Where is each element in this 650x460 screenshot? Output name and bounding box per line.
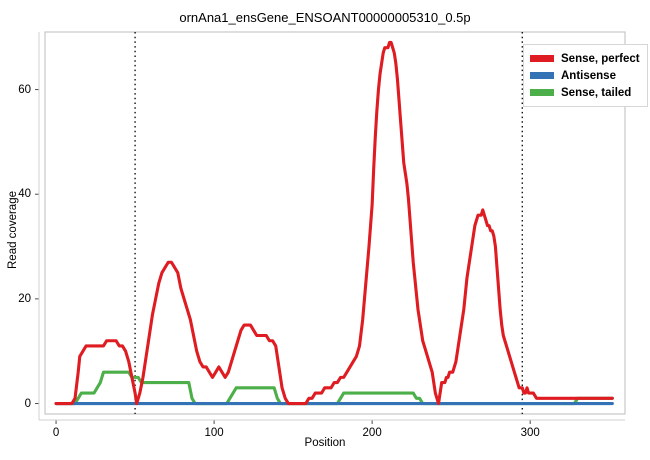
y-tick-label: 20 <box>18 292 31 305</box>
y-tick-label: 60 <box>18 83 31 96</box>
y-axis-label: Read coverage <box>4 0 22 460</box>
data-series-layer <box>54 40 614 406</box>
y-tick-label: 40 <box>18 188 31 201</box>
legend-label: Antisense <box>561 69 616 82</box>
legend-item[interactable]: Sense, perfect <box>530 50 640 67</box>
legend-label: Sense, tailed <box>561 86 632 99</box>
legend-item[interactable]: Antisense <box>530 67 640 84</box>
chart-title: ornAna1_ensGene_ENSOANT00000005310_0.5p <box>179 10 471 25</box>
x-tick-label: 200 <box>362 427 382 439</box>
x-tick-label: 100 <box>204 427 224 439</box>
legend-swatch-icon <box>530 89 554 96</box>
x-tick-label: 300 <box>520 427 540 439</box>
legend-swatch-icon <box>530 55 554 62</box>
chart-legend: Sense, perfect Antisense Sense, tailed <box>523 44 648 107</box>
y-tick-label: 0 <box>24 397 31 410</box>
legend-swatch-icon <box>530 72 554 79</box>
legend-label: Sense, perfect <box>561 52 640 65</box>
x-axis-label: Position <box>304 437 346 449</box>
x-tick-label: 0 <box>52 427 60 439</box>
legend-item[interactable]: Sense, tailed <box>530 84 640 101</box>
series-line <box>54 40 614 406</box>
axis-ticks <box>35 32 625 424</box>
y-axis-label-text: Read coverage <box>7 191 19 269</box>
